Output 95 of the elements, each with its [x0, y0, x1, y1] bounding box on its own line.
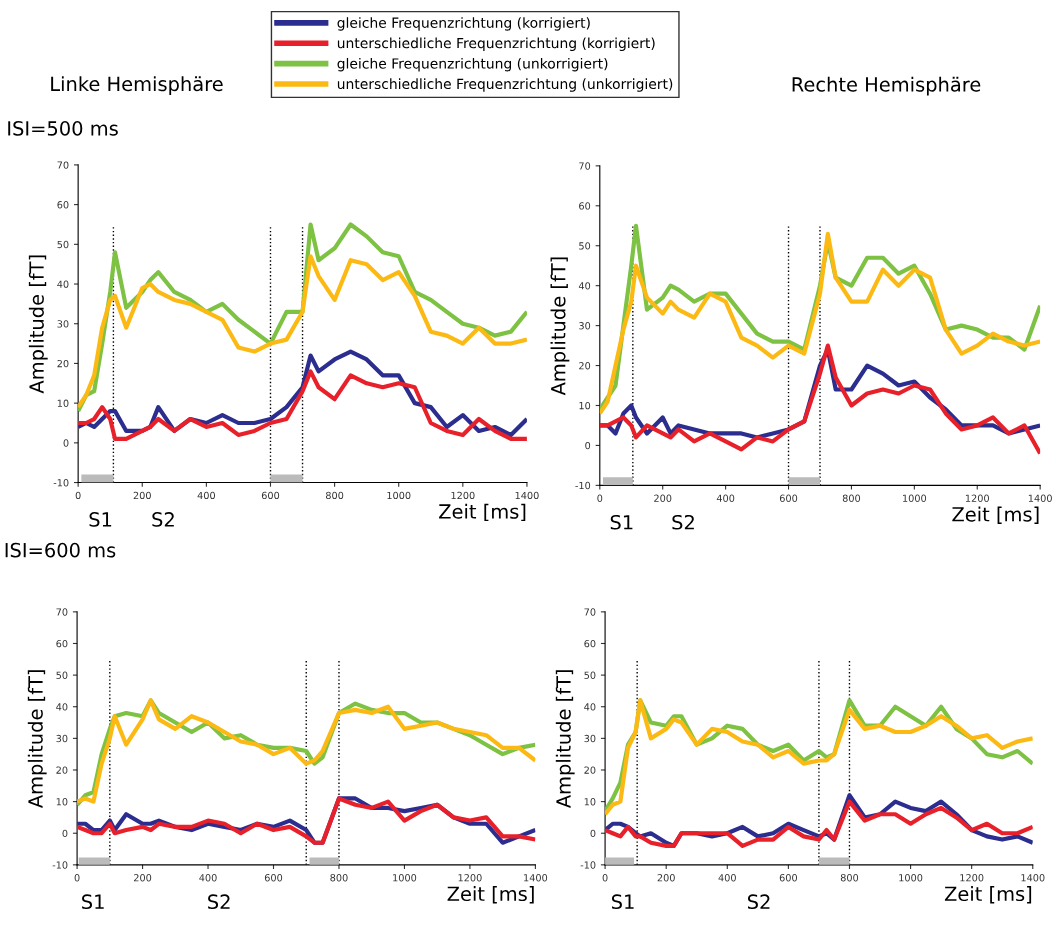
x-tick-label: 1400: [524, 874, 548, 882]
text: S2: [152, 512, 174, 527]
text: ISI=600 ms: [5, 542, 116, 558]
line-series: [599, 343, 1041, 456]
text: S2: [208, 894, 230, 910]
x-tick-label: 600: [779, 494, 798, 502]
legend-label: gleiche Frequenzrichtung (korrigiert): [337, 17, 590, 31]
y-tick-label: 30: [56, 734, 68, 743]
x-tick-label: 1400: [1028, 494, 1052, 502]
y-tick-label: 60: [584, 639, 596, 648]
y-tick-label: 30: [57, 320, 69, 328]
x-tick-label: 600: [264, 874, 283, 882]
y-tick-label: 70: [57, 161, 69, 169]
x-tick-label: 0: [74, 874, 80, 882]
y-tick-label: 70: [579, 162, 591, 170]
y-tick-label: 70: [584, 608, 596, 616]
x-tick-label: 600: [779, 874, 798, 882]
y-tick-label: 20: [57, 359, 69, 368]
x-tick-label: 1400: [1021, 874, 1045, 882]
x-tick-label: 0: [602, 874, 608, 882]
line-series: [78, 254, 527, 410]
y-tick-label: 60: [56, 639, 68, 648]
y-tick-label: 10: [579, 401, 591, 410]
x-tick-label: 800: [842, 494, 861, 502]
x-tick-label: 1400: [515, 491, 539, 500]
x-axis-title: Zeit [ms]: [447, 886, 534, 904]
text: ISI=500 ms: [8, 121, 118, 136]
text: S2: [747, 894, 770, 910]
y-tick-label: -10: [52, 861, 68, 869]
x-tick-label: 1000: [393, 874, 417, 882]
y-tick-label: 30: [579, 322, 591, 330]
y-tick-label: -10: [580, 861, 596, 869]
x-tick-label: 400: [718, 874, 736, 882]
x-tick-label: 800: [840, 874, 859, 882]
x-tick-label: 1000: [903, 494, 927, 502]
y-tick-label: 10: [56, 798, 68, 806]
y-axis-title: Amplitude [fT]: [555, 670, 575, 809]
text: S1: [82, 894, 104, 910]
y-tick-label: 40: [584, 703, 596, 711]
y-tick-label: -10: [575, 481, 591, 490]
x-tick-label: 400: [197, 491, 216, 500]
x-tick-label: 1000: [899, 874, 923, 882]
x-tick-label: 400: [716, 494, 735, 502]
text: S1: [610, 514, 633, 530]
legend-label: unterschiedliche Frequenzrichtung (unkorrigiert): [337, 78, 673, 92]
x-tick-label: 1200: [451, 491, 475, 500]
text: S1: [89, 512, 112, 527]
y-axis-title: Amplitude [fT]: [27, 670, 47, 809]
chart-title: Linke Hemisphäre: [51, 76, 223, 96]
y-tick-label: 50: [56, 671, 68, 679]
y-axis-title: Amplitude [fT]: [28, 255, 48, 394]
y-tick-label: 60: [579, 202, 591, 210]
x-tick-label: 200: [133, 491, 151, 500]
x-tick-label: 400: [199, 874, 217, 882]
x-axis-title: Zeit [ms]: [439, 503, 526, 522]
x-tick-label: 0: [597, 494, 603, 502]
x-tick-label: 200: [133, 874, 152, 882]
x-tick-label: 1200: [965, 494, 989, 502]
y-tick-label: 40: [56, 703, 68, 711]
line-series: [78, 369, 527, 441]
x-axis-title: Zeit [ms]: [944, 886, 1032, 904]
x-tick-label: 1200: [458, 874, 482, 882]
x-tick-label: 200: [657, 874, 675, 882]
y-tick-label: 20: [56, 766, 68, 774]
y-tick-label: 60: [57, 201, 69, 209]
y-tick-label: 0: [63, 439, 69, 447]
legend-label: gleiche Frequenzrichtung (unkorrigiert): [337, 57, 608, 72]
y-tick-label: 40: [57, 280, 69, 288]
y-tick-label: 0: [590, 829, 596, 838]
text: S1: [611, 894, 634, 910]
x-tick-label: 200: [654, 494, 672, 502]
y-tick-label: 50: [584, 671, 596, 679]
y-tick-label: 50: [57, 240, 69, 249]
y-tick-label: -10: [53, 479, 69, 487]
x-axis-title: Zeit [ms]: [952, 506, 1039, 524]
y-tick-label: 20: [584, 766, 596, 774]
y-tick-label: 70: [56, 608, 68, 616]
x-tick-label: 0: [75, 491, 81, 500]
text: S2: [672, 514, 694, 530]
y-tick-label: 20: [579, 362, 591, 370]
y-tick-label: 0: [585, 441, 591, 450]
x-tick-label: 800: [325, 491, 344, 500]
y-tick-label: 30: [584, 734, 596, 743]
y-tick-label: 50: [579, 242, 591, 250]
y-tick-label: 40: [578, 282, 591, 290]
y-axis-title: Amplitude [fT]: [550, 257, 570, 396]
x-tick-label: 1200: [960, 874, 984, 882]
x-tick-label: 1000: [387, 491, 411, 500]
x-tick-label: 600: [261, 491, 280, 500]
x-tick-label: 800: [330, 874, 348, 882]
legend-label: unterschiedliche Frequenzrichtung (korrigiert): [337, 37, 655, 52]
y-tick-label: 10: [584, 798, 596, 806]
y-tick-label: 0: [62, 829, 68, 838]
chart-title: Rechte Hemisphäre: [792, 76, 981, 96]
y-tick-label: 10: [57, 399, 69, 407]
